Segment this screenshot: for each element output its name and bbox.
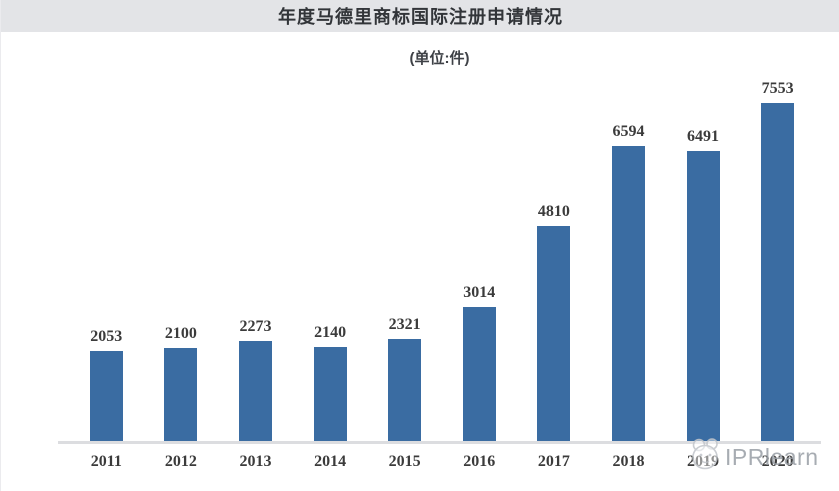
bar-value-label: 2321: [388, 316, 421, 333]
bar-slot: 2100: [144, 78, 219, 443]
x-axis-label: 2015: [388, 453, 421, 470]
bar-value-label: 4810: [537, 203, 570, 220]
bar-2018: [611, 146, 645, 443]
bar-2011: [89, 351, 123, 443]
title-bar: 年度马德里商标国际注册申请情况: [1, 0, 839, 32]
x-axis-label: 2012: [164, 453, 197, 470]
bar-value-label: 2273: [239, 318, 272, 335]
bar-value-label: 6594: [612, 123, 645, 140]
chart-subtitle: (单位:件): [409, 50, 470, 67]
chart-title: 年度马德里商标国际注册申请情况: [278, 7, 563, 27]
x-axis-label: 2014: [314, 453, 347, 470]
bar-chart-plot-area: 2053 2100 2273 2140 2321 3014 4810 6594 6491 7553: [69, 78, 815, 443]
bar-value-label: 6491: [687, 128, 720, 145]
bar-value-label: 7553: [761, 80, 794, 97]
bar-slot: 2321: [367, 78, 442, 443]
x-axis-label: 2016: [463, 453, 496, 470]
bar-value-label: 2100: [164, 325, 197, 342]
bar-2020: [761, 103, 795, 443]
bar-2017: [537, 226, 571, 443]
x-axis-label: 2013: [239, 453, 272, 470]
x-axis-label: 2020: [761, 453, 794, 470]
x-axis-label: 2018: [612, 453, 645, 470]
bar-slot: 6491: [666, 78, 741, 443]
bar-slot: 6594: [591, 78, 666, 443]
bar-slot: 4810: [517, 78, 592, 443]
bar-value-label: 2140: [314, 324, 347, 341]
bar-slot: 7553: [740, 78, 815, 443]
x-axis-label: 2017: [537, 453, 570, 470]
bar-slot: 2273: [218, 78, 293, 443]
bar-slot: 2053: [69, 78, 144, 443]
watermark: IPRlearn: [688, 437, 818, 478]
bar-2014: [313, 347, 347, 443]
cartoon-face-icon: [688, 437, 722, 478]
bar-value-label: 3014: [463, 284, 496, 301]
bar-value-label: 2053: [90, 328, 123, 345]
bar-slot: 3014: [442, 78, 517, 443]
x-axis-line: [58, 441, 821, 444]
bar-2019: [686, 151, 720, 443]
watermark-brand-text: IPRlearn: [725, 444, 819, 470]
x-axis-label: 2011: [90, 453, 122, 470]
bar-2015: [388, 339, 422, 443]
bar-2012: [164, 348, 198, 443]
bar-slot: 2140: [293, 78, 368, 443]
bar-2013: [238, 341, 272, 443]
bar-2016: [462, 307, 496, 443]
